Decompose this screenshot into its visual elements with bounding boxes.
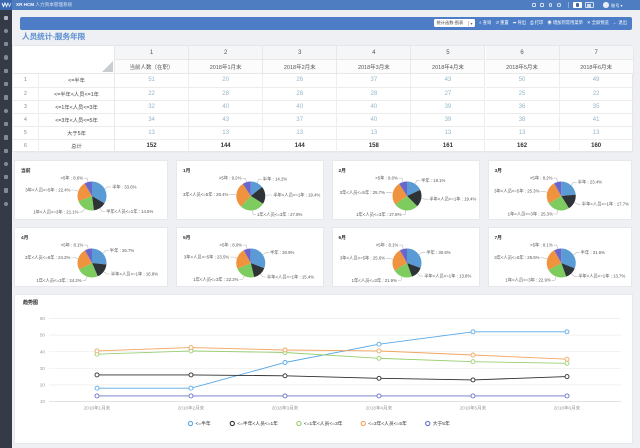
svg-text:1年<人员<=3年 : 24.2%: 1年<人员<=3年 : 24.2% [36, 276, 81, 283]
svg-text:1年<人员<=3年 : 22.9%: 1年<人员<=3年 : 22.9% [505, 276, 550, 283]
svg-text:3年<人员<=5年 : 24.2%: 3年<人员<=5年 : 24.2% [25, 253, 70, 260]
svg-text:1年<人员<=3年 : 25.3%: 1年<人员<=3年 : 25.3% [507, 210, 552, 217]
svg-text:大于5年: 大于5年 [433, 420, 450, 427]
svg-text:半年 : 30.6%: 半年 : 30.6% [426, 248, 451, 255]
svg-text:3年<人员<=5年 : 23.5%: 3年<人员<=5年 : 23.5% [184, 253, 229, 260]
svg-text:2018年5月末: 2018年5月末 [460, 404, 487, 411]
svg-text:3年<人员<=5年 : 25.7%: 3年<人员<=5年 : 25.7% [339, 189, 384, 196]
svg-text:半年 : 30.9%: 半年 : 30.9% [270, 249, 295, 256]
svg-text:>5年 : 9.0%: >5年 : 9.0% [375, 175, 398, 182]
svg-text:半年 : 33.6%: 半年 : 33.6% [112, 183, 137, 190]
svg-text:半年 : 23.4%: 半年 : 23.4% [577, 179, 602, 186]
svg-text:10: 10 [40, 399, 46, 404]
svg-text:1年<人员<=3年 : 27.8%: 1年<人员<=3年 : 27.8% [356, 211, 401, 218]
svg-text:<=3年<人员<=5年: <=3年<人员<=5年 [368, 420, 407, 427]
svg-text:半年 : 26.7%: 半年 : 26.7% [110, 247, 135, 254]
svg-text:半年<人员<=1年 : 15.4%: 半年<人员<=1年 : 15.4% [267, 273, 314, 280]
svg-text:3年<人员<=5年 : 25.3%: 3年<人员<=5年 : 25.3% [494, 188, 539, 195]
svg-text:2018年4月末: 2018年4月末 [366, 404, 393, 411]
svg-text:2018年6月末: 2018年6月末 [554, 404, 581, 411]
svg-text:<=半年: <=半年 [196, 420, 211, 427]
svg-text:3年<人员<=5年 : 28.4%: 3年<人员<=5年 : 28.4% [183, 191, 228, 198]
svg-text:1年<人员<=3年 : 21.9%: 1年<人员<=3年 : 21.9% [351, 276, 396, 283]
svg-text:半年<人员<=1年 : 13.7%: 半年<人员<=1年 : 13.7% [578, 272, 625, 279]
svg-text:1年<人员<=3年 : 22.2%: 1年<人员<=3年 : 22.2% [193, 275, 238, 282]
svg-text:>5年 : 8.1%: >5年 : 8.1% [530, 241, 553, 248]
svg-text:1年<人员<=3年 : 27.8%: 1年<人员<=3年 : 27.8% [257, 211, 302, 218]
svg-text:半年<人员<=1年 : 13.8%: 半年<人员<=1年 : 13.8% [424, 272, 471, 279]
svg-text:2018年2月末: 2018年2月末 [178, 404, 205, 411]
svg-text:半年<人员<=1年 : 14.5%: 半年<人员<=1年 : 14.5% [106, 208, 153, 215]
svg-text:3年<人员<=5年 : 22.4%: 3年<人员<=5年 : 22.4% [25, 186, 70, 193]
svg-text:>5年 : 9.2%: >5年 : 9.2% [219, 175, 242, 182]
svg-text:半年 : 18.1%: 半年 : 18.1% [421, 177, 446, 184]
svg-text:1年<人员<=3年 : 21.1%: 1年<人员<=3年 : 21.1% [33, 208, 78, 215]
svg-text:2018年1月末: 2018年1月末 [84, 404, 111, 411]
svg-text:>5年 : 8.0%: >5年 : 8.0% [220, 241, 243, 248]
svg-text:30: 30 [40, 365, 46, 370]
svg-text:半年<人员<=1年 : 19.4%: 半年<人员<=1年 : 19.4% [429, 196, 476, 203]
svg-text:>5年 : 8.6%: >5年 : 8.6% [61, 175, 84, 182]
svg-text:2018年3月末: 2018年3月末 [272, 404, 299, 411]
svg-text:20: 20 [40, 382, 46, 387]
svg-text:半年 : 14.2%: 半年 : 14.2% [263, 176, 288, 183]
svg-text:40: 40 [40, 349, 46, 354]
svg-text:>5年 : 8.1%: >5年 : 8.1% [375, 241, 398, 248]
svg-text:50: 50 [40, 332, 46, 337]
svg-text:>5年 : 8.1%: >5年 : 8.1% [61, 241, 84, 248]
svg-text:半年<人员<=1年 : 16.8%: 半年<人员<=1年 : 16.8% [111, 270, 158, 277]
svg-text:3年<人员<=5年 : 25.5%: 3年<人员<=5年 : 25.5% [494, 254, 539, 261]
svg-text:60: 60 [40, 316, 46, 321]
svg-text:3年<人员<=5年 : 25.6%: 3年<人员<=5年 : 25.6% [339, 254, 384, 261]
svg-text:<=1年<人员<=3年: <=1年<人员<=3年 [304, 420, 343, 427]
svg-text:>5年 : 8.2%: >5年 : 8.2% [529, 175, 552, 182]
svg-text:<=半年<人员<=1年: <=半年<人员<=1年 [237, 420, 278, 427]
svg-text:半年 : 31.6%: 半年 : 31.6% [580, 249, 605, 256]
svg-text:半年<人员<=1年 : 17.7%: 半年<人员<=1年 : 17.7% [581, 201, 628, 208]
svg-text:半年<人员<=1年 : 19.4%: 半年<人员<=1年 : 19.4% [273, 191, 320, 198]
